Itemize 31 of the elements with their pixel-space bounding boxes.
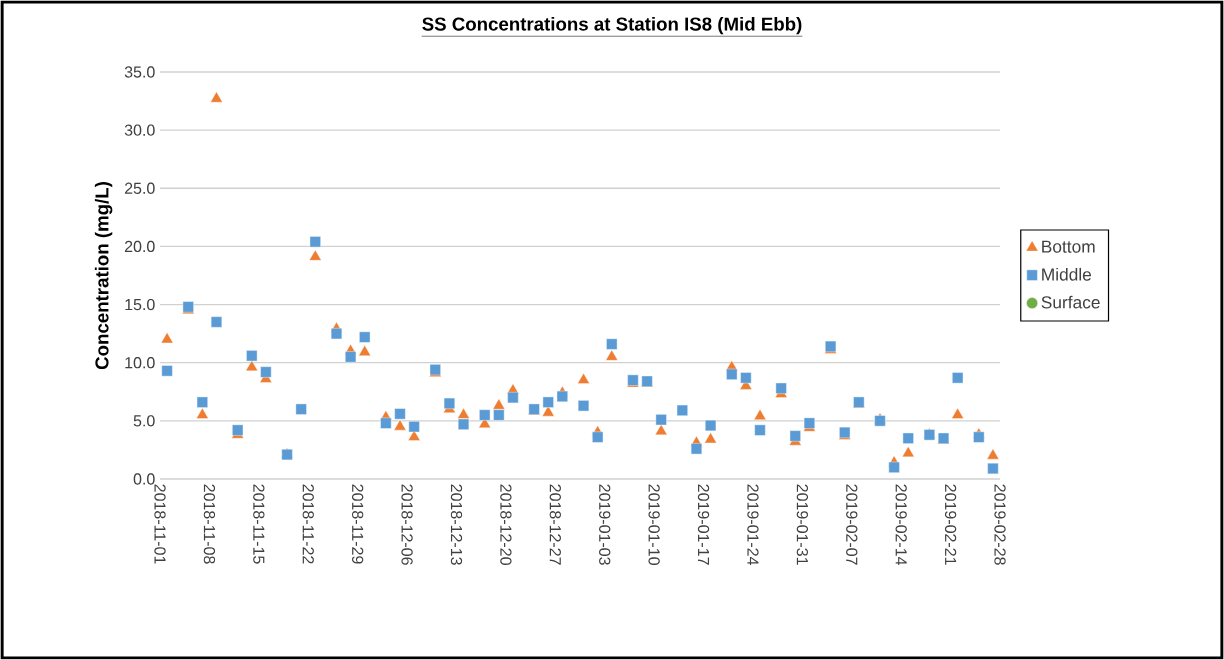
legend-label: Bottom bbox=[1042, 240, 1095, 253]
y-axis-title: Concentration (mg/L) bbox=[94, 182, 113, 370]
y-tick-label: 10.0 bbox=[125, 357, 155, 369]
y-tick-label: 20.0 bbox=[124, 240, 155, 253]
x-tick-label: 2018-11-29 bbox=[352, 484, 364, 564]
x-tick-label: 2018-12-13 bbox=[450, 484, 463, 565]
x-tick-label: 2018-11-15 bbox=[253, 484, 265, 564]
x-tick-label: 2019-02-14 bbox=[895, 484, 907, 566]
x-tick-label: 2018-12-06 bbox=[401, 484, 413, 565]
x-tick-label: 2019-01-17 bbox=[697, 484, 710, 565]
x-tick-label: 2018-11-22 bbox=[302, 484, 314, 564]
y-tick-label: 35.0 bbox=[124, 66, 155, 78]
x-tick-label: 2018-11-08 bbox=[203, 484, 216, 564]
y-tick-label: 15.0 bbox=[125, 298, 155, 311]
y-tick-label: 0.0 bbox=[133, 473, 155, 485]
y-tick-label: 25.0 bbox=[124, 182, 155, 194]
legend-label: Middle bbox=[1042, 267, 1092, 281]
y-tick-label: 5.0 bbox=[133, 415, 155, 427]
x-tick-label: 2018-12-27 bbox=[549, 484, 561, 565]
x-tick-label: 2019-01-24 bbox=[747, 484, 759, 566]
x-tick-label: 2019-01-03 bbox=[599, 484, 611, 565]
legend-label: Surface bbox=[1041, 295, 1100, 309]
x-tick-label: 2019-01-31 bbox=[796, 484, 809, 565]
x-tick-label: 2019-02-07 bbox=[846, 484, 858, 565]
y-tick-label: 30.0 bbox=[124, 124, 155, 136]
x-tick-label: 2019-01-10 bbox=[648, 484, 660, 565]
chart-title: SS Concentrations at Station IS8 (Mid Ebb) bbox=[422, 16, 802, 35]
x-tick-label: 2019-02-28 bbox=[994, 484, 1006, 565]
x-tick-label: 2019-02-21 bbox=[944, 484, 957, 565]
x-tick-label: 2018-12-20 bbox=[500, 484, 512, 565]
x-tick-label: 2018-11-01 bbox=[154, 484, 166, 564]
